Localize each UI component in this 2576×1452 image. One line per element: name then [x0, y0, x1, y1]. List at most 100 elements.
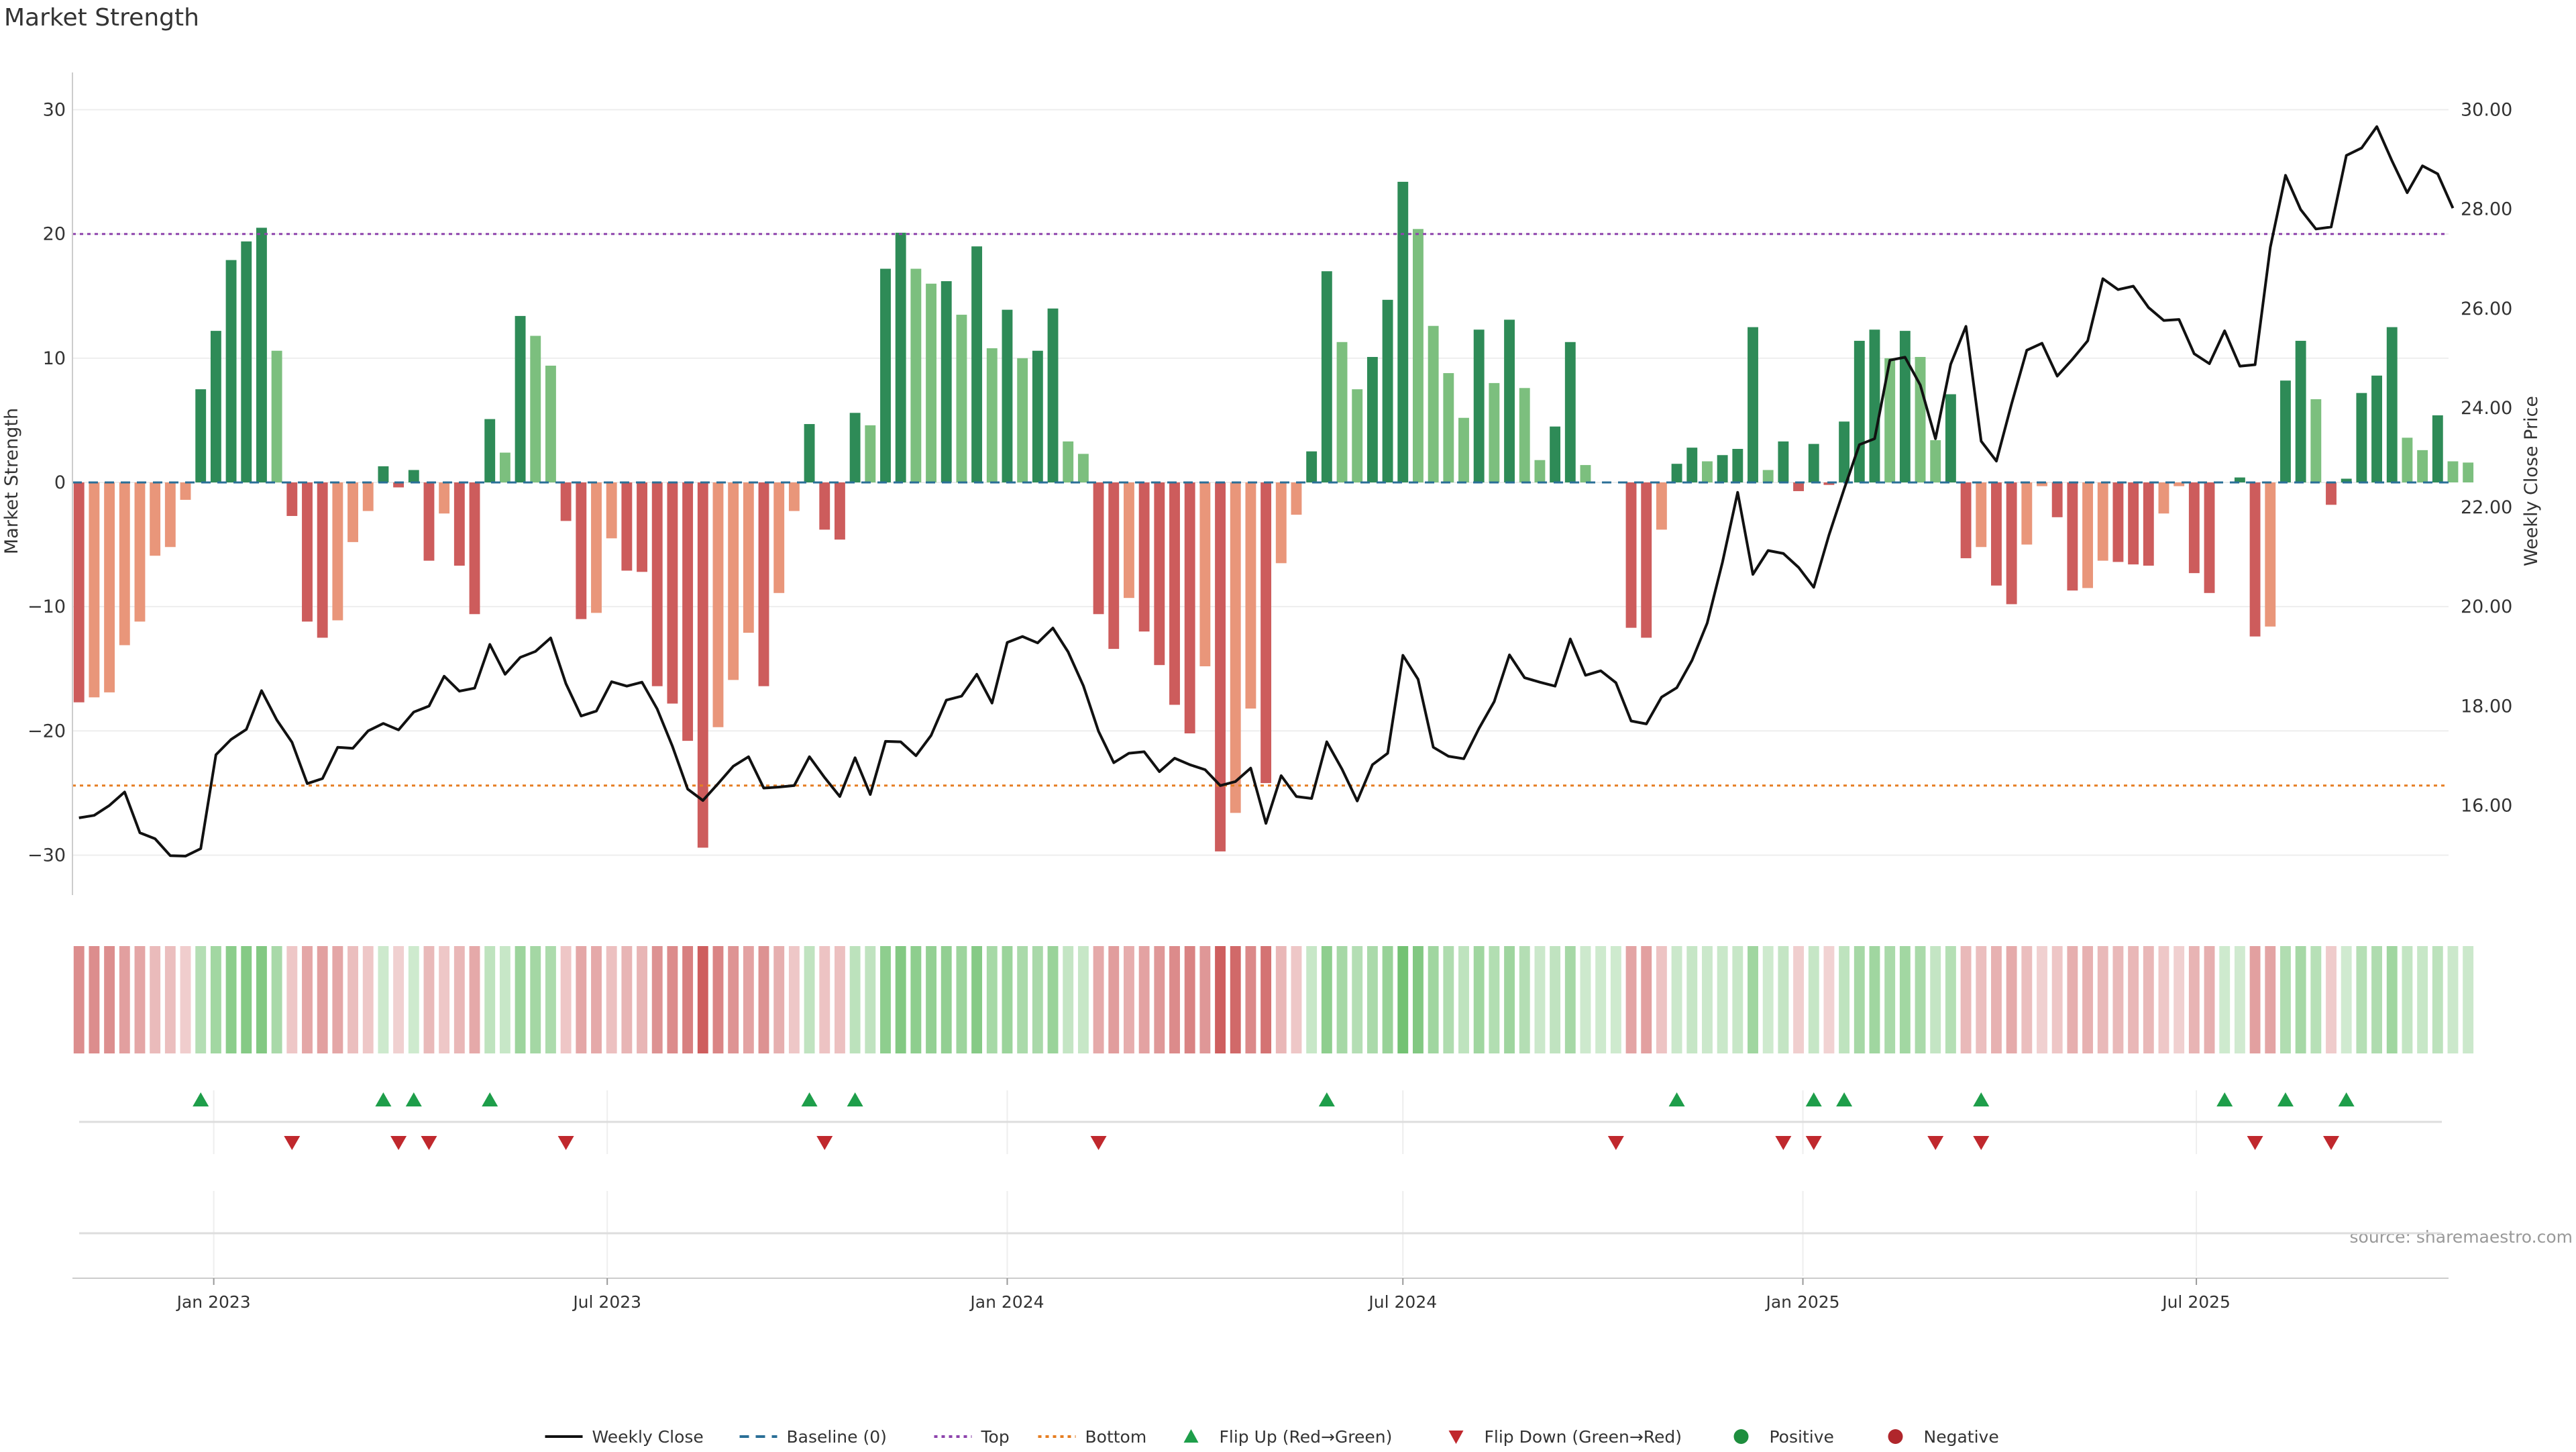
flip-up-marker [1805, 1092, 1822, 1106]
heat-cell [1458, 946, 1469, 1053]
negative-bar [2143, 482, 2154, 566]
x-tick-label: Jul 2025 [2161, 1292, 2231, 1312]
negative-bar [1275, 482, 1287, 564]
positive-bar [1321, 271, 1332, 482]
heat-cell [1793, 946, 1804, 1053]
negative-bar [637, 482, 647, 572]
heat-cell [195, 946, 207, 1053]
negative-bar [560, 482, 572, 521]
heat-cell [2265, 946, 2276, 1053]
positive-bar [1778, 441, 1789, 482]
heat-cell [1413, 946, 1424, 1053]
heat-cell [621, 946, 633, 1053]
heat-cell [1428, 946, 1439, 1053]
positive-bar [1413, 229, 1424, 482]
left-tick-label: 30 [43, 100, 66, 121]
positive-bar [2447, 461, 2459, 482]
x-tick-label: Jul 2023 [572, 1292, 641, 1312]
heat-cell [317, 946, 328, 1053]
legend-label: Baseline (0) [787, 1427, 887, 1447]
legend-item: Baseline (0) [739, 1427, 887, 1447]
heat-cell [119, 946, 130, 1053]
heat-cell [1397, 946, 1409, 1053]
heat-cell [804, 946, 815, 1053]
heat-cell [241, 946, 252, 1053]
flip-down-marker [421, 1136, 437, 1150]
heat-cell [1991, 946, 2002, 1053]
heat-cell [1063, 946, 1074, 1053]
heat-cell [651, 946, 663, 1053]
flip-up-marker [375, 1092, 392, 1106]
flip-up-marker [2277, 1092, 2294, 1106]
negative-bar [1124, 482, 1134, 599]
flip-down-marker [1973, 1136, 1990, 1150]
positive-bar [1519, 388, 1530, 482]
heat-cell [2112, 946, 2124, 1053]
heat-cell [515, 946, 526, 1053]
heat-cell [773, 946, 785, 1053]
heat-cell [1550, 946, 1561, 1053]
flip-up-marker [193, 1092, 209, 1106]
positive-bar [971, 246, 983, 482]
positive-bar [210, 331, 221, 482]
negative-bar [728, 482, 739, 680]
positive-bar [1717, 455, 1728, 482]
negative-bar [743, 482, 754, 633]
heat-cell [1610, 946, 1621, 1053]
heat-cell [2432, 946, 2443, 1053]
positive-bar [484, 419, 496, 482]
heat-cell [1762, 946, 1774, 1053]
heat-cell [484, 946, 496, 1053]
heat-cell [743, 946, 754, 1053]
positive-bar [256, 227, 267, 482]
legend-item: Weekly Close [545, 1427, 704, 1447]
heat-cell [1215, 946, 1226, 1053]
heat-cell [1489, 946, 1500, 1053]
heat-cell [2097, 946, 2108, 1053]
positive-bar [1428, 325, 1439, 482]
heat-cell [591, 946, 602, 1053]
flip-markers [79, 1090, 2442, 1276]
grid-lines [72, 109, 2449, 856]
negative-bar [1625, 482, 1637, 628]
legend-label: Negative [1924, 1427, 1999, 1447]
positive-bar [499, 452, 511, 482]
flip-up-marker [482, 1092, 498, 1106]
heat-cell [1671, 946, 1682, 1053]
positive-bar [515, 315, 526, 482]
heat-cell [150, 946, 161, 1053]
negative-bar [1991, 482, 2002, 586]
positive-bar [986, 348, 998, 482]
legend-item: Flip Down (Green→Red) [1448, 1427, 1682, 1447]
positive-bar [926, 283, 936, 482]
flip-up-marker [801, 1092, 818, 1106]
flip-down-marker [816, 1136, 833, 1150]
negative-bar [697, 482, 708, 848]
heat-cell [819, 946, 830, 1053]
negative-bar [302, 482, 313, 622]
heat-cell [1702, 946, 1713, 1053]
positive-bar [1686, 448, 1698, 482]
negative-bar [2188, 482, 2200, 574]
heat-cell [1686, 946, 1698, 1053]
positive-bar [880, 268, 891, 482]
heat-cell [1306, 946, 1318, 1053]
legend-swatch [1448, 1431, 1464, 1444]
heat-cell [332, 946, 343, 1053]
positive-bar [195, 389, 207, 482]
heat-cell [1245, 946, 1256, 1053]
heat-cell [2341, 946, 2352, 1053]
heat-cell [499, 946, 511, 1053]
negative-bar [439, 482, 450, 514]
heat-cell [728, 946, 739, 1053]
heat-cell [2295, 946, 2306, 1053]
positive-bar [1336, 342, 1348, 482]
heat-cell [1093, 946, 1104, 1053]
heat-cell [1291, 946, 1302, 1053]
heat-cell [1580, 946, 1591, 1053]
positive-bar [241, 241, 252, 482]
heat-cell [180, 946, 191, 1053]
heat-cell [986, 946, 998, 1053]
heat-cell [1534, 946, 1546, 1053]
negative-bar [2158, 482, 2169, 514]
